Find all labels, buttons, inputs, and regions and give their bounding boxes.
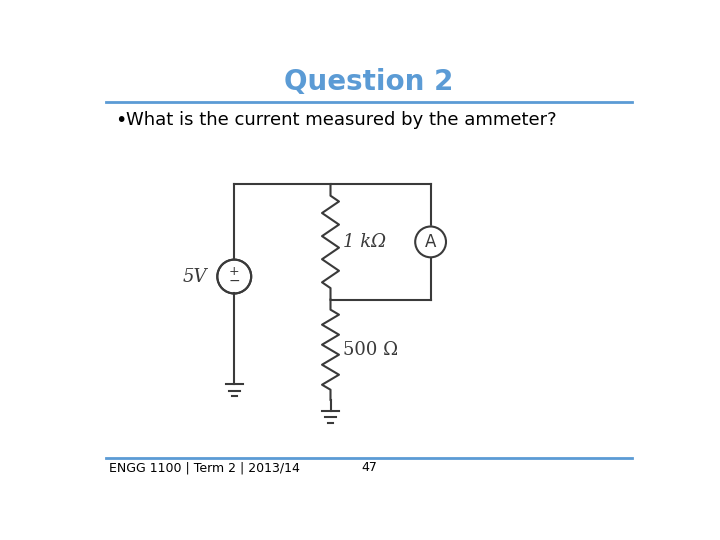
Text: +: + xyxy=(229,266,240,279)
Text: Question 2: Question 2 xyxy=(284,68,454,96)
Text: What is the current measured by the ammeter?: What is the current measured by the amme… xyxy=(127,111,557,129)
Text: 500 Ω: 500 Ω xyxy=(343,341,398,359)
Text: 5V: 5V xyxy=(183,267,207,286)
Circle shape xyxy=(415,226,446,257)
Circle shape xyxy=(217,260,251,294)
Text: 47: 47 xyxy=(361,461,377,474)
Text: •: • xyxy=(115,111,126,130)
Text: ENGG 1100 | Term 2 | 2013/14: ENGG 1100 | Term 2 | 2013/14 xyxy=(109,461,300,474)
Text: A: A xyxy=(425,233,436,251)
Text: 1 kΩ: 1 kΩ xyxy=(343,233,386,251)
Text: −: − xyxy=(228,274,240,288)
